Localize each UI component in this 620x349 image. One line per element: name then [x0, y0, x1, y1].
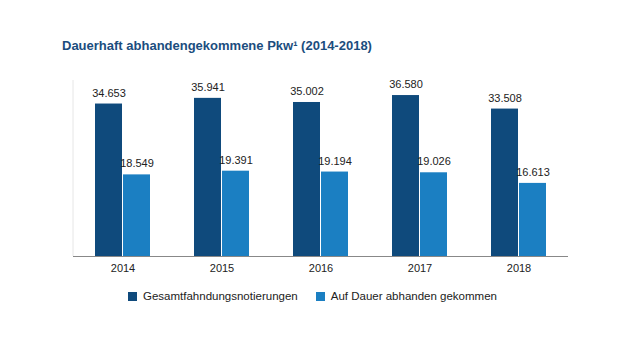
svg-text:2016: 2016: [309, 262, 333, 274]
svg-text:34.653: 34.653: [92, 87, 126, 99]
svg-text:19.194: 19.194: [318, 155, 352, 167]
html-text:Gesamtfahndungsnotierungen: Gesamtfahndungsnotierungen: [143, 290, 298, 302]
svg-text:2015: 2015: [210, 262, 234, 274]
svg-text:2014: 2014: [111, 262, 135, 274]
svg-text:33.508: 33.508: [488, 92, 522, 104]
svg-text:19.026: 19.026: [417, 155, 451, 167]
svg-text:36.580: 36.580: [389, 78, 423, 90]
svg-text:35.941: 35.941: [191, 81, 225, 93]
svg-text:19.391: 19.391: [219, 154, 253, 166]
svg-text:35.002: 35.002: [290, 85, 324, 97]
svg-text:18.549: 18.549: [120, 157, 154, 169]
svg-text:2017: 2017: [408, 262, 432, 274]
html-text:Auf Dauer abhanden gekommen: Auf Dauer abhanden gekommen: [330, 290, 497, 302]
html-text:Dauerhaft abhandengekommene Pk: Dauerhaft abhandengekommene Pkw¹ (2014-2…: [62, 38, 372, 53]
svg-text:16.613: 16.613: [516, 166, 550, 178]
svg-text:2018: 2018: [507, 262, 531, 274]
